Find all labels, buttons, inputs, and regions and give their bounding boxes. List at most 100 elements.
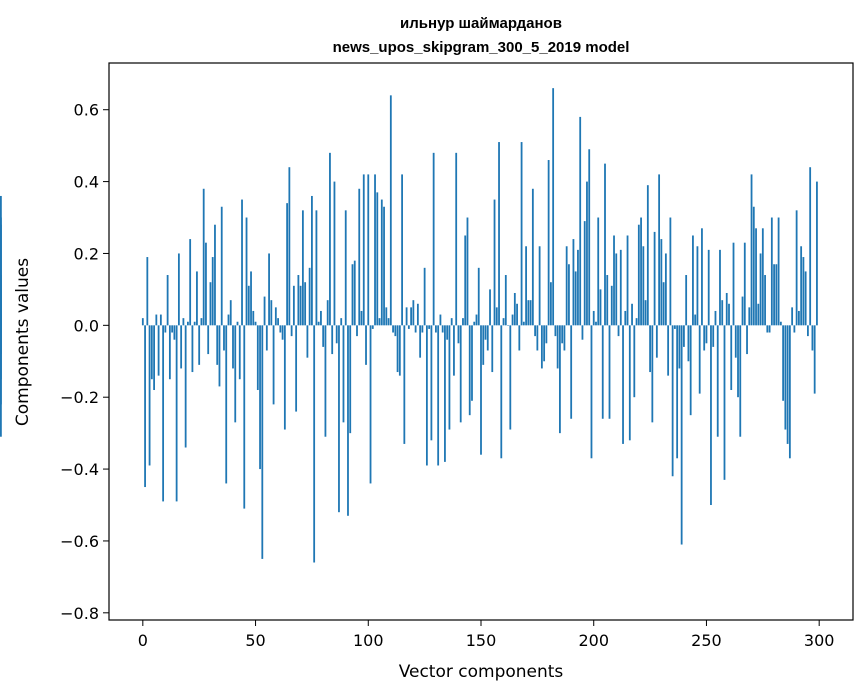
bar — [543, 325, 546, 362]
bar — [455, 152, 458, 326]
bar — [0, 314, 2, 326]
bar — [385, 307, 388, 326]
bar — [538, 246, 541, 326]
bar — [565, 246, 568, 326]
bar — [710, 325, 712, 506]
bar — [175, 325, 178, 502]
bar — [712, 325, 715, 347]
bar — [288, 167, 291, 326]
bar — [599, 289, 602, 326]
bar — [214, 224, 216, 326]
y-axis-ticks: −0.8 −0.6 −0.4 −0.2 0.0 0.2 0.4 0.6 — [60, 101, 109, 623]
bar — [279, 325, 282, 333]
bar — [696, 246, 699, 326]
bar — [597, 217, 600, 326]
bar — [450, 318, 453, 326]
bar — [782, 325, 785, 401]
bar — [495, 307, 498, 326]
bar — [290, 325, 293, 337]
bar — [320, 310, 322, 326]
bar — [468, 325, 471, 416]
bar — [502, 318, 505, 326]
bar — [234, 325, 237, 423]
bar — [416, 303, 419, 326]
bar — [705, 325, 708, 344]
bar — [326, 300, 329, 326]
bar — [788, 325, 791, 459]
bar — [728, 303, 730, 326]
bar — [412, 300, 415, 326]
y-tick-label: 0.0 — [74, 316, 99, 335]
y-tick-label: −0.8 — [60, 604, 99, 623]
bar — [775, 264, 778, 326]
bar — [491, 325, 494, 373]
bar — [344, 210, 347, 326]
bar — [570, 325, 573, 419]
bar — [579, 116, 582, 326]
bar — [168, 325, 171, 380]
bar — [277, 318, 279, 326]
bar — [588, 149, 591, 326]
bar — [689, 325, 692, 416]
bar — [335, 325, 338, 344]
bar — [793, 325, 796, 333]
bar — [162, 325, 165, 502]
bar — [507, 325, 509, 326]
bar — [419, 325, 422, 358]
bar — [187, 321, 189, 326]
y-tick-label: −0.6 — [60, 532, 99, 551]
bar — [432, 152, 435, 326]
bar — [610, 285, 613, 326]
bar — [755, 228, 757, 326]
bar — [534, 325, 537, 337]
bar — [622, 325, 624, 444]
bar — [389, 95, 392, 326]
bar — [595, 321, 597, 326]
bar — [737, 325, 739, 398]
bar — [459, 325, 462, 423]
bar — [687, 325, 690, 362]
bar — [773, 264, 775, 326]
bar — [261, 325, 264, 559]
plot-frame — [108, 62, 854, 621]
bar — [462, 318, 464, 326]
bar — [809, 167, 812, 326]
bar — [196, 271, 198, 326]
bar — [642, 246, 645, 326]
bar — [752, 206, 755, 326]
bar — [193, 321, 196, 326]
bar — [719, 249, 721, 326]
bar — [437, 325, 440, 466]
bar — [446, 325, 449, 340]
bar — [299, 285, 302, 326]
bar — [701, 228, 703, 326]
bar — [292, 285, 295, 326]
bar — [252, 310, 255, 326]
bar — [229, 300, 232, 326]
bar — [353, 260, 356, 326]
bar — [306, 325, 309, 358]
bar — [484, 325, 487, 340]
bar — [516, 303, 518, 326]
bar — [362, 174, 365, 326]
bar — [590, 325, 593, 459]
bar — [398, 325, 401, 376]
bar — [482, 325, 485, 365]
bar — [563, 325, 566, 351]
bar — [732, 242, 735, 326]
bar — [615, 253, 618, 326]
bar — [265, 325, 268, 351]
bar — [802, 257, 805, 326]
bar — [236, 321, 239, 326]
bar — [423, 267, 426, 326]
bar — [779, 321, 782, 326]
bar — [232, 325, 234, 369]
bar — [405, 307, 408, 326]
bar — [671, 325, 674, 477]
bar — [637, 224, 640, 326]
bar — [356, 325, 358, 337]
bar — [531, 188, 534, 326]
bar — [243, 325, 246, 509]
bar — [574, 271, 577, 326]
bar — [480, 325, 482, 455]
